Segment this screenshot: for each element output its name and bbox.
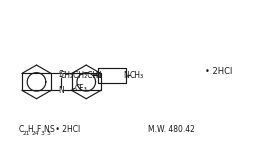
Text: CF₃: CF₃ <box>75 84 87 93</box>
Text: CH₂CH₂CH₂: CH₂CH₂CH₂ <box>59 71 102 80</box>
Text: N: N <box>95 71 101 80</box>
Text: 3: 3 <box>47 131 50 136</box>
Text: H: H <box>28 125 33 134</box>
Text: F: F <box>37 125 41 134</box>
Text: M.W. 480.42: M.W. 480.42 <box>148 125 195 134</box>
Text: • 2HCl: • 2HCl <box>205 68 232 76</box>
Text: S: S <box>49 125 54 134</box>
Text: • 2HCl: • 2HCl <box>53 125 80 134</box>
Text: S: S <box>59 70 64 79</box>
Text: N: N <box>43 125 49 134</box>
Text: 21: 21 <box>23 131 30 136</box>
Text: 3: 3 <box>40 131 44 136</box>
Text: 24: 24 <box>32 131 39 136</box>
Text: N: N <box>123 71 129 80</box>
Text: C: C <box>19 125 24 134</box>
Text: CH₃: CH₃ <box>130 71 144 80</box>
Text: N: N <box>58 86 64 95</box>
